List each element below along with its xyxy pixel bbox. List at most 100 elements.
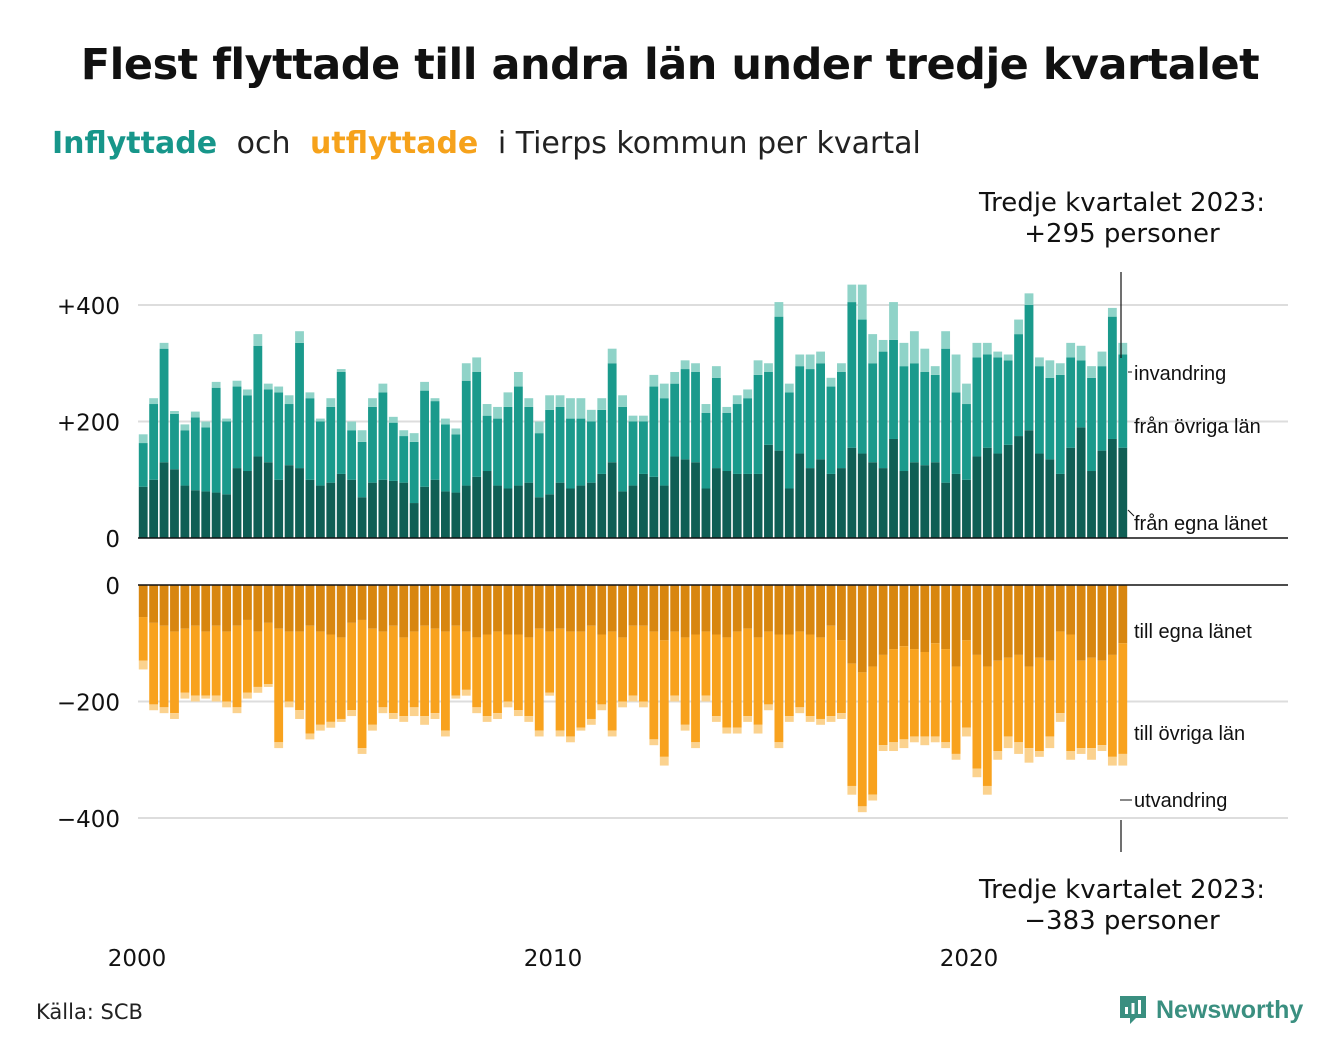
bar-inflyttade bbox=[1045, 459, 1055, 538]
bar-inflyttade bbox=[743, 398, 753, 474]
bar-utflyttade bbox=[795, 631, 805, 708]
bar-inflyttade bbox=[607, 348, 617, 364]
bar-utflyttade bbox=[190, 585, 200, 626]
bar-inflyttade bbox=[534, 421, 544, 434]
bar-inflyttade bbox=[461, 485, 471, 538]
bar-inflyttade bbox=[305, 398, 315, 480]
bar-inflyttade bbox=[743, 473, 753, 538]
bar-inflyttade bbox=[920, 465, 930, 538]
bar-inflyttade bbox=[732, 395, 742, 405]
bar-utflyttade bbox=[326, 721, 336, 728]
bar-utflyttade bbox=[1087, 657, 1096, 749]
bar-inflyttade bbox=[222, 421, 231, 495]
bar-utflyttade bbox=[566, 736, 575, 743]
bar-inflyttade bbox=[1118, 354, 1128, 448]
bar-utflyttade bbox=[784, 585, 794, 635]
label-tick bbox=[1127, 509, 1135, 517]
bar-utflyttade bbox=[1035, 751, 1044, 757]
bar-inflyttade bbox=[1035, 453, 1044, 538]
x-tick-label: 2010 bbox=[524, 946, 583, 972]
bar-utflyttade bbox=[1076, 748, 1086, 754]
bar-utflyttade bbox=[607, 631, 617, 731]
bar-inflyttade bbox=[566, 488, 575, 538]
bar-utflyttade bbox=[753, 585, 763, 638]
bar-utflyttade bbox=[691, 634, 700, 743]
bar-utflyttade bbox=[347, 622, 357, 711]
bar-utflyttade bbox=[607, 730, 617, 737]
bar-utflyttade bbox=[764, 631, 773, 705]
bar-utflyttade bbox=[784, 716, 794, 722]
bar-inflyttade bbox=[357, 497, 367, 538]
bar-inflyttade bbox=[701, 404, 711, 413]
bar-utflyttade bbox=[305, 585, 315, 626]
bar-utflyttade bbox=[1097, 585, 1107, 661]
bar-utflyttade bbox=[138, 585, 148, 618]
bar-inflyttade bbox=[441, 491, 450, 538]
newsworthy-logo-icon bbox=[1120, 996, 1146, 1024]
bar-utflyttade bbox=[201, 585, 211, 632]
bar-utflyttade bbox=[149, 704, 159, 711]
y-tick-label-top: +200 bbox=[57, 411, 120, 437]
bar-utflyttade bbox=[232, 707, 242, 714]
bar-utflyttade bbox=[1107, 756, 1117, 766]
bar-inflyttade bbox=[545, 395, 555, 410]
bar-inflyttade bbox=[1118, 447, 1128, 538]
bar-utflyttade bbox=[711, 716, 721, 722]
bar-inflyttade bbox=[472, 476, 482, 538]
y-tick-label-bottom: 0 bbox=[105, 574, 120, 600]
bar-inflyttade bbox=[305, 479, 315, 538]
bar-utflyttade bbox=[284, 585, 294, 632]
bar-utflyttade bbox=[701, 695, 711, 702]
bar-utflyttade bbox=[430, 628, 440, 714]
bar-utflyttade bbox=[430, 713, 440, 719]
bar-inflyttade bbox=[409, 441, 419, 504]
bar-utflyttade bbox=[722, 727, 732, 734]
bar-inflyttade bbox=[295, 331, 304, 343]
bar-utflyttade bbox=[607, 585, 617, 632]
bar-inflyttade bbox=[149, 404, 159, 480]
bar-inflyttade bbox=[274, 386, 284, 393]
bar-inflyttade bbox=[680, 369, 690, 460]
subtitle-utflyttade: utflyttade bbox=[310, 126, 479, 161]
bar-inflyttade bbox=[430, 398, 440, 402]
bar-inflyttade bbox=[1024, 305, 1034, 431]
bar-utflyttade bbox=[222, 631, 231, 702]
bar-inflyttade bbox=[743, 389, 753, 399]
bar-utflyttade bbox=[597, 634, 607, 705]
bar-inflyttade bbox=[357, 430, 367, 442]
bar-utflyttade bbox=[1014, 654, 1023, 743]
bar-inflyttade bbox=[482, 404, 492, 416]
bar-utflyttade bbox=[920, 651, 930, 737]
bar-utflyttade bbox=[170, 631, 179, 714]
bar-inflyttade bbox=[962, 383, 971, 405]
bar-inflyttade bbox=[1003, 354, 1013, 361]
bar-utflyttade bbox=[962, 640, 971, 728]
bar-utflyttade bbox=[243, 692, 252, 699]
bar-inflyttade bbox=[711, 366, 721, 378]
bar-inflyttade bbox=[576, 485, 586, 538]
bar-utflyttade bbox=[451, 585, 461, 626]
bar-utflyttade bbox=[336, 718, 346, 722]
bar-inflyttade bbox=[555, 482, 565, 538]
bar-utflyttade bbox=[472, 585, 482, 638]
bar-inflyttade bbox=[1076, 427, 1086, 538]
bar-inflyttade bbox=[732, 473, 742, 538]
bar-utflyttade bbox=[388, 713, 398, 719]
bar-inflyttade bbox=[982, 354, 992, 448]
bar-inflyttade bbox=[1107, 316, 1117, 439]
bar-inflyttade bbox=[315, 485, 325, 538]
bar-utflyttade bbox=[357, 585, 367, 620]
bar-inflyttade bbox=[524, 482, 534, 538]
bar-inflyttade bbox=[576, 418, 586, 486]
bar-inflyttade bbox=[378, 392, 388, 480]
bar-inflyttade bbox=[180, 424, 190, 431]
bar-inflyttade bbox=[430, 401, 440, 480]
bar-inflyttade bbox=[451, 492, 461, 538]
bar-utflyttade bbox=[295, 631, 304, 711]
bar-inflyttade bbox=[837, 371, 846, 469]
bar-inflyttade bbox=[420, 486, 429, 538]
bar-utflyttade bbox=[1024, 666, 1034, 749]
bar-inflyttade bbox=[222, 418, 231, 422]
bar-inflyttade bbox=[232, 468, 242, 538]
bar-utflyttade bbox=[284, 631, 294, 702]
